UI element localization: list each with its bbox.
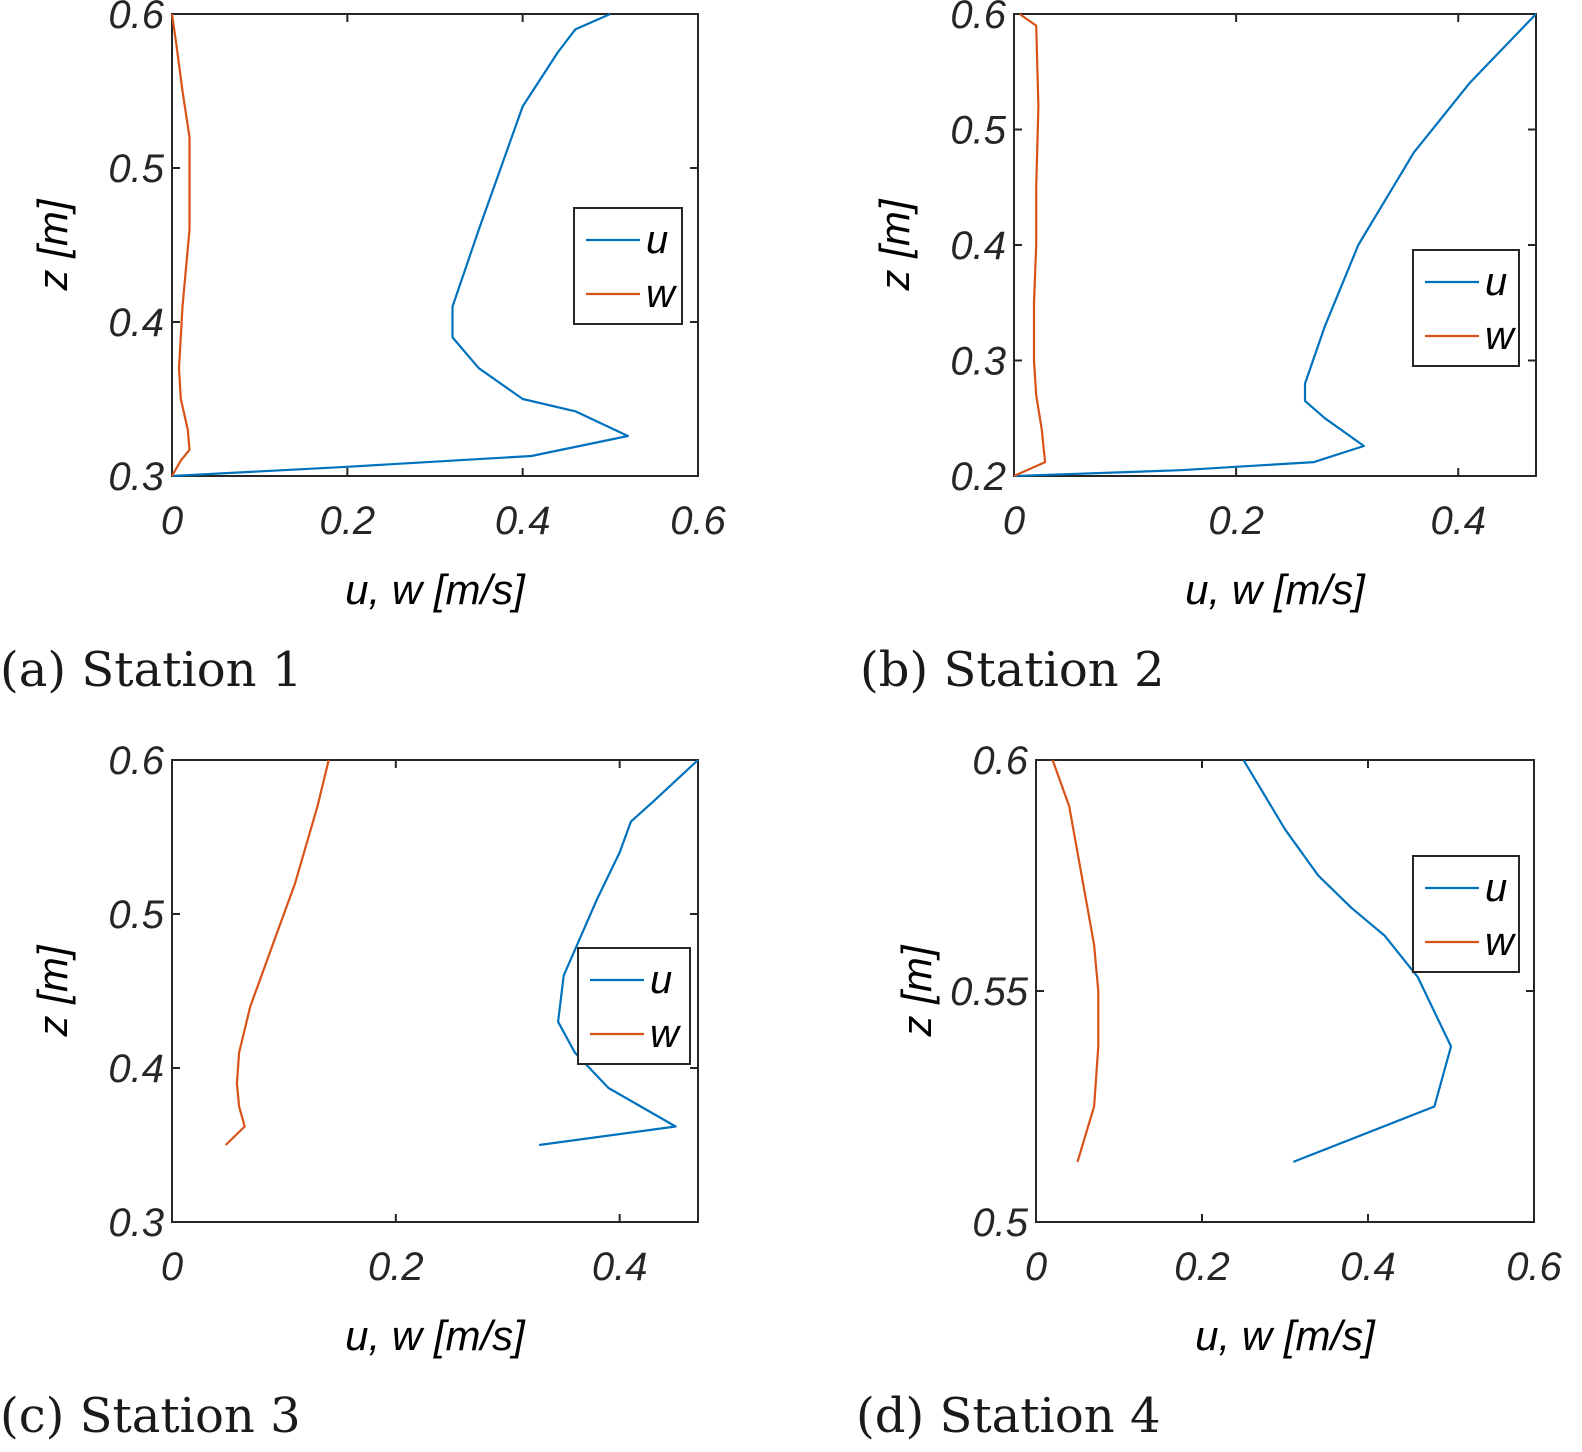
legend-label-w: w [1485, 920, 1517, 964]
y-tick-label: 0.55 [950, 970, 1029, 1014]
y-tick-label: 0.2 [950, 455, 1006, 499]
panel-4: 0 0.2 0.4 0.6 0.5 0.55 0.6 u, w [m/s] z [m] uw (d)… [856, 739, 1563, 1444]
legend-box [1412, 249, 1520, 367]
x-tick-label: 0 [1025, 1245, 1047, 1289]
y-tick-label: 0.5 [108, 147, 164, 191]
legend-label-w: w [646, 272, 678, 316]
y-axis-label: z [m] [29, 944, 76, 1037]
y-tick-label: 0.5 [950, 109, 1006, 153]
y-tick-label: 0.3 [950, 340, 1006, 384]
panel-1: 0 0.2 0.4 0.6 0.3 0.4 0.5 0.6 u, w [m/s] z [m] uw (… [0, 0, 727, 698]
y-tick-label: 0.4 [108, 1047, 164, 1091]
x-tick-label: 0.4 [592, 1245, 648, 1289]
panel-caption: (c) Station 3 [0, 1388, 301, 1444]
legend-box [577, 947, 691, 1065]
legend-label-u: u [650, 958, 672, 1002]
y-axis-label: z [m] [893, 944, 940, 1037]
y-tick-label: 0.6 [108, 0, 164, 37]
y-tick-label: 0.5 [972, 1201, 1028, 1245]
legend-box [573, 207, 683, 325]
x-tick-label: 0.4 [495, 499, 551, 543]
panel-3: 0 0.2 0.4 0.3 0.4 0.5 0.6 u, w [m/s] z [m] uw (c) … [0, 739, 699, 1444]
legend-label-w: w [1485, 314, 1517, 358]
series-line-w [224, 759, 330, 1146]
legend-label-u: u [646, 218, 668, 262]
y-tick-label: 0.6 [972, 739, 1028, 783]
x-tick-label: 0 [1003, 499, 1025, 543]
x-tick-label: 0.4 [1340, 1245, 1396, 1289]
x-axis-label: u, w [m/s] [1195, 1312, 1376, 1359]
x-tick-label: 0 [161, 499, 183, 543]
y-axis-label: z [m] [871, 198, 918, 291]
series-line-u [1242, 759, 1453, 1163]
series-line-u [1013, 13, 1537, 478]
y-tick-label: 0.6 [950, 0, 1006, 37]
legend-label-u: u [1485, 260, 1507, 304]
x-tick-label: 0 [161, 1245, 183, 1289]
legend: uw [1412, 855, 1520, 973]
y-tick-label: 0.5 [108, 893, 164, 937]
axes-box [1035, 759, 1535, 1223]
x-tick-label: 0.4 [1430, 499, 1486, 543]
x-axis-label: u, w [m/s] [1185, 566, 1366, 613]
series-line-w [1051, 759, 1100, 1163]
x-tick-label: 0.2 [1174, 1245, 1230, 1289]
series-line-u [171, 12, 630, 478]
legend: uw [577, 947, 691, 1065]
panel-caption: (a) Station 1 [0, 642, 302, 698]
y-tick-label: 0.4 [108, 301, 164, 345]
series-line-w [1013, 13, 1047, 478]
legend: uw [573, 207, 683, 325]
y-axis-label: z [m] [29, 198, 76, 291]
legend: uw [1412, 249, 1520, 367]
panel-caption: (d) Station 4 [856, 1388, 1160, 1444]
y-tick-label: 0.3 [108, 455, 164, 499]
legend-box [1412, 855, 1520, 973]
series-line-u [538, 759, 699, 1147]
x-tick-label: 0.2 [1208, 499, 1264, 543]
x-tick-label: 0.2 [320, 499, 376, 543]
y-tick-label: 0.6 [108, 739, 164, 783]
x-axis-label: u, w [m/s] [345, 566, 526, 613]
panel-caption: (b) Station 2 [860, 642, 1164, 698]
panel-2: 0 0.2 0.40.20.30.40.50.6u, w [m/s]z [m] uw(… [860, 0, 1537, 698]
x-tick-label: 0.2 [368, 1245, 424, 1289]
legend-label-u: u [1485, 866, 1507, 910]
x-tick-label: 0.6 [670, 499, 726, 543]
x-tick-label: 0.6 [1506, 1245, 1562, 1289]
series-line-w [170, 13, 191, 477]
x-axis-label: u, w [m/s] [345, 1312, 526, 1359]
y-tick-label: 0.4 [950, 224, 1006, 268]
legend-label-w: w [650, 1012, 682, 1056]
axes-box [1013, 13, 1537, 477]
y-tick-label: 0.3 [108, 1201, 164, 1245]
